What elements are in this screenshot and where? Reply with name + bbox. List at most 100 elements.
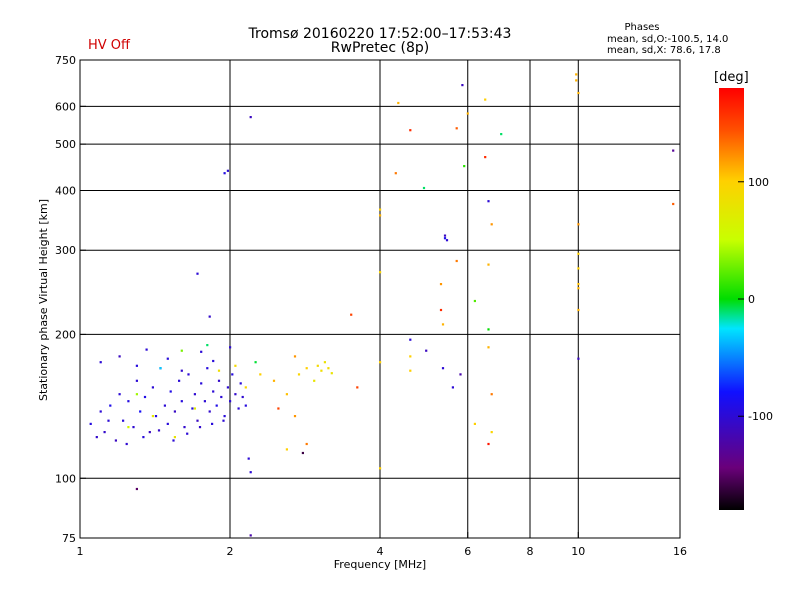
colorbar-tick-label: 100: [748, 176, 769, 189]
data-point: [237, 407, 240, 410]
phases-x-stats: mean, sd,X: 78.6, 17.8: [607, 45, 721, 56]
x-tick-label: 16: [673, 545, 687, 558]
data-point: [443, 237, 447, 240]
data-point: [196, 419, 199, 422]
data-point: [173, 436, 176, 439]
data-point: [135, 487, 138, 491]
data-point: [285, 448, 288, 451]
data-point: [118, 355, 121, 358]
data-point: [672, 149, 675, 152]
data-point: [217, 379, 221, 382]
data-point: [272, 379, 276, 382]
data-point: [151, 386, 154, 389]
data-point: [254, 361, 257, 364]
data-point: [490, 223, 493, 226]
data-point: [145, 348, 148, 351]
data-point: [212, 390, 215, 393]
phases-heading: Phases: [624, 22, 660, 33]
data-point: [148, 431, 151, 434]
data-point: [487, 263, 490, 266]
data-point: [223, 415, 226, 418]
data-point: [461, 84, 464, 87]
data-point: [222, 419, 225, 422]
phases-o-stats: mean, sd,O:-100.5, 14.0: [607, 34, 729, 45]
data-point: [206, 344, 209, 347]
data-point: [455, 259, 458, 263]
x-tick-label: 6: [464, 545, 471, 558]
data-point: [500, 133, 503, 136]
data-point: [127, 426, 130, 429]
data-point: [200, 382, 203, 385]
x-tick-label: 2: [227, 545, 234, 558]
data-point: [249, 116, 252, 119]
data-point: [379, 208, 382, 211]
data-point: [127, 400, 130, 403]
data-point: [142, 436, 145, 439]
y-tick-label: 300: [55, 244, 76, 257]
data-point: [451, 386, 454, 389]
data-point: [441, 323, 445, 326]
data-point: [379, 467, 382, 470]
data-point: [191, 407, 194, 410]
data-point: [223, 172, 226, 175]
y-axis-label: Stationary phase Virtual Height [km]: [37, 199, 50, 401]
data-point: [327, 367, 330, 370]
data-point: [212, 359, 215, 363]
data-point: [459, 373, 462, 376]
data-point: [132, 426, 135, 429]
data-point: [455, 127, 458, 130]
data-point: [139, 410, 142, 413]
data-point: [135, 364, 138, 367]
data-point: [241, 395, 244, 399]
data-point: [487, 200, 490, 203]
data-point: [379, 214, 382, 217]
data-point: [577, 91, 580, 95]
data-point: [473, 422, 476, 425]
data-point: [379, 361, 382, 364]
data-point: [220, 395, 223, 399]
hv-status: HV Off: [88, 38, 130, 53]
data-point: [577, 283, 580, 286]
data-point: [259, 373, 262, 376]
data-point: [163, 404, 166, 407]
y-tick-label: 600: [55, 100, 76, 113]
data-point: [441, 367, 445, 370]
colorbar-tick-label: 0: [748, 293, 755, 306]
colorbar-ticks: 100 0 -100: [738, 176, 773, 423]
data-point: [169, 390, 172, 393]
data-point: [215, 404, 218, 407]
data-point: [350, 313, 353, 316]
data-point: [484, 156, 487, 159]
chart-title: Tromsø 20160220 17:52:00–17:53:43: [248, 26, 512, 42]
data-point: [125, 442, 128, 446]
data-point: [577, 223, 580, 226]
data-point: [490, 393, 493, 396]
data-point: [409, 355, 412, 358]
data-point: [89, 422, 92, 425]
data-point: [575, 73, 578, 76]
data-point: [157, 429, 161, 432]
data-point: [285, 393, 288, 396]
data-point: [397, 101, 400, 105]
data-point: [425, 349, 428, 352]
data-point: [244, 386, 247, 389]
data-point: [180, 349, 183, 352]
data-point: [208, 410, 211, 413]
y-tick-label: 400: [55, 184, 76, 197]
x-tick-label: 4: [377, 545, 384, 558]
data-point: [277, 407, 280, 410]
data-point: [297, 373, 301, 376]
data-point: [379, 271, 382, 274]
data-point: [166, 422, 169, 425]
chart-subtitle: RwPretec (8p): [330, 40, 430, 56]
data-point: [445, 239, 449, 242]
data-point: [577, 308, 580, 312]
data-point: [473, 299, 476, 303]
x-tick-label: 8: [527, 545, 534, 558]
y-tick-label: 750: [55, 54, 76, 67]
data-point: [159, 367, 162, 370]
data-point: [466, 112, 469, 115]
data-point: [487, 328, 490, 331]
data-point: [484, 98, 487, 101]
data-point: [409, 369, 412, 372]
